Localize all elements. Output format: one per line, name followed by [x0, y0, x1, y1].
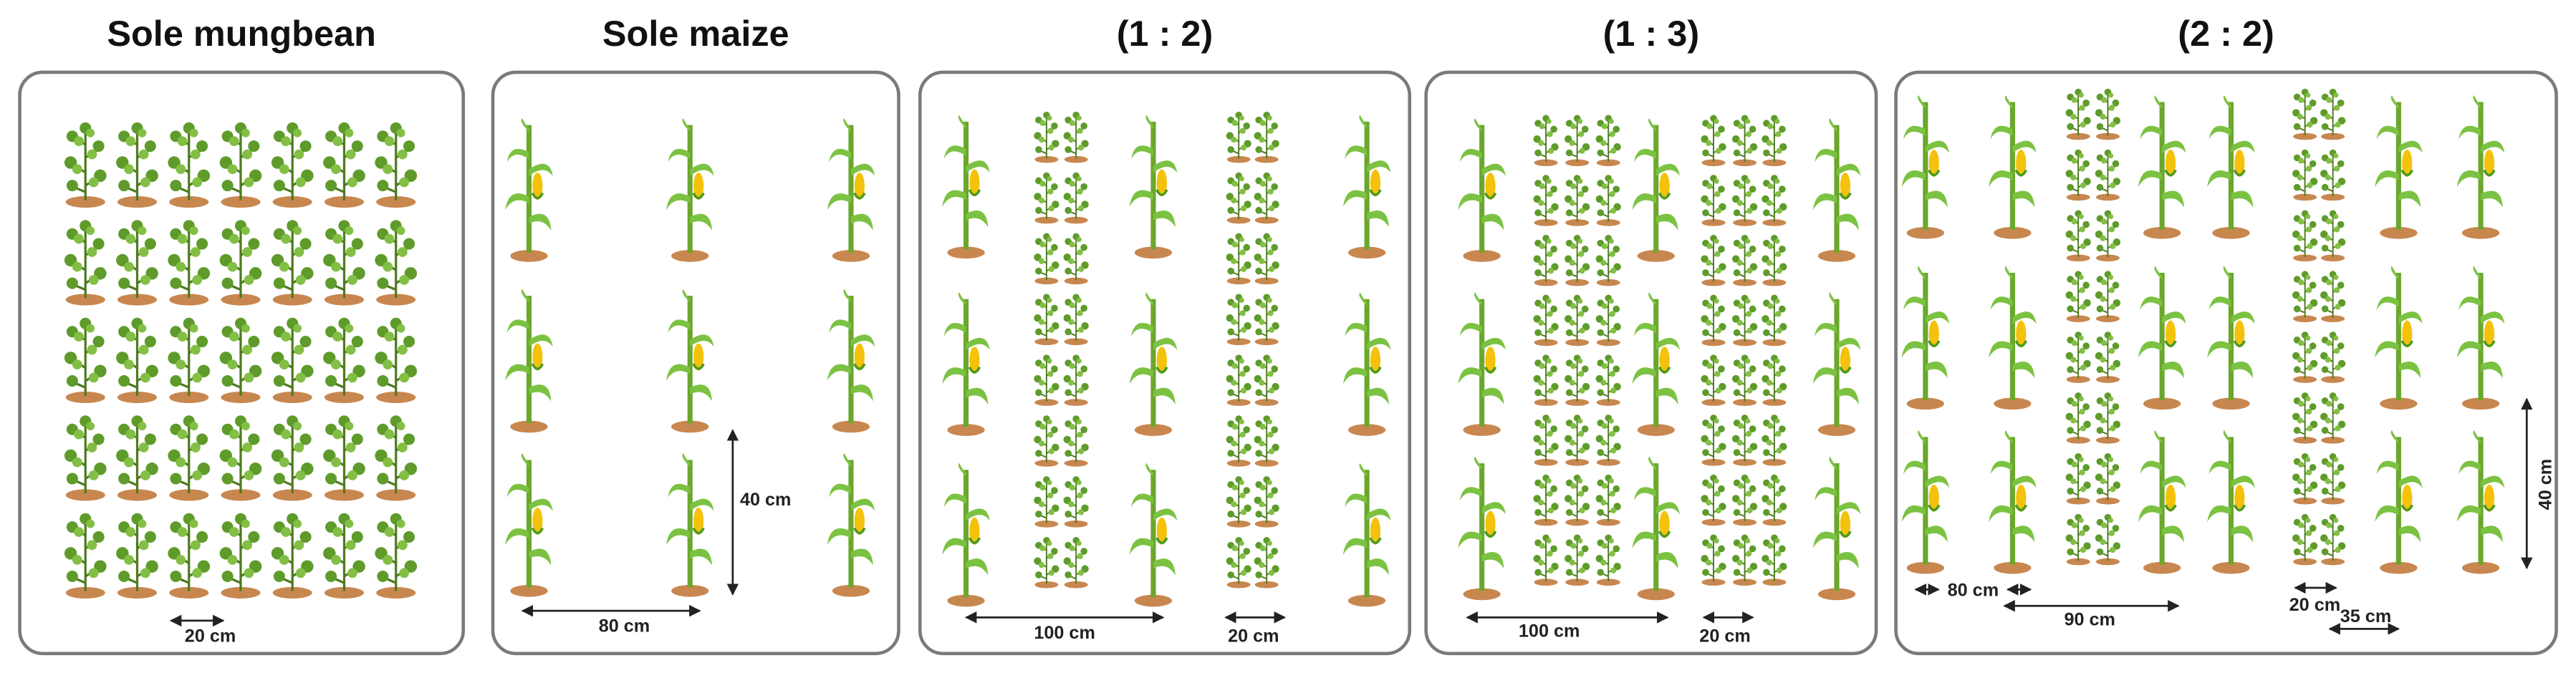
- dimension-label: 100 cm: [1034, 623, 1095, 643]
- dimension-label: 20 cm: [1228, 626, 1279, 646]
- dimension-label: 100 cm: [1519, 621, 1580, 641]
- dimension-label: 80 cm: [599, 616, 650, 636]
- canvas: Sole mungbean Sole maize (1 : 2) (1 : 3) (2 …: [18, 13, 2558, 656]
- panel-frame: [1424, 70, 1878, 656]
- dimension-label: 90 cm: [2064, 610, 2115, 630]
- panel-title: (1 : 3): [1603, 13, 1700, 54]
- dimension-label: 20 cm: [185, 626, 236, 646]
- panel-title: Sole mungbean: [107, 13, 376, 54]
- panel-title: (1 : 2): [1117, 13, 1213, 54]
- dimension-label: 40 cm: [740, 490, 792, 510]
- dimension-label: 20 cm: [2289, 595, 2341, 615]
- dimension-label: 20 cm: [1699, 626, 1751, 646]
- dimension-label: 40 cm: [2535, 459, 2555, 510]
- panel-title: Sole maize: [602, 13, 789, 54]
- dimension-label: 80 cm: [1948, 580, 1999, 600]
- panel-title: (2 : 2): [2178, 13, 2274, 54]
- dimension-label: 35 cm: [2340, 606, 2392, 626]
